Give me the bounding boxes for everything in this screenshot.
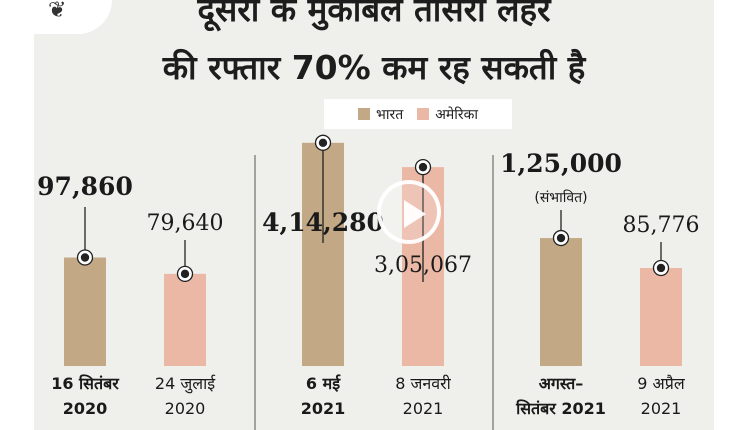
x-tick-label: अगस्त– <box>539 374 584 393</box>
x-tick-label: सितंबर 2021 <box>515 399 606 418</box>
x-tick-label: 2020 <box>165 399 206 418</box>
bar-usa <box>640 267 682 366</box>
data-label: 3,05,067 <box>374 253 472 278</box>
data-label: 79,640 <box>147 211 224 236</box>
legend-item-india: भारत <box>358 105 403 124</box>
x-tick-label: 6 मई <box>306 374 341 393</box>
chart-title-line-2: की रफ्तार 70% कम रह सकती है <box>162 48 586 87</box>
data-label: 97,860 <box>37 172 133 201</box>
legend-label-india: भारत <box>376 106 404 123</box>
marker-dot <box>80 253 90 262</box>
play-icon <box>404 200 426 228</box>
bar-usa <box>164 273 206 366</box>
x-tick-label: 9 अप्रैल <box>637 374 686 393</box>
data-label: 85,776 <box>623 213 700 238</box>
data-sublabel: (संभावित) <box>534 189 587 206</box>
chart-panel: दूसरी के मुकाबले तीसरी लहर ❦ की रफ्तार 7… <box>34 0 714 430</box>
marker-dot <box>418 162 428 172</box>
x-tick-label: 16 सितंबर <box>51 374 120 393</box>
x-tick-label: 2021 <box>301 399 346 418</box>
marker-dot <box>180 269 190 279</box>
data-label: 1,25,000 <box>500 149 622 178</box>
legend-swatch-india <box>358 108 370 120</box>
x-tick-label: 2020 <box>63 399 108 418</box>
data-label: 4,14,280 <box>262 208 384 237</box>
x-tick-label: 2021 <box>641 399 682 418</box>
x-tick-label: 24 जुलाई <box>155 374 216 394</box>
bar-india <box>540 238 582 366</box>
marker-dot <box>556 233 566 243</box>
chart-title-line-1: दूसरी के मुकाबले तीसरी लहर <box>197 0 551 29</box>
play-button[interactable] <box>377 180 441 244</box>
bar-india <box>64 257 106 366</box>
marker-dot <box>318 138 328 147</box>
legend-swatch-usa <box>417 108 430 120</box>
legend-item-usa: अमेरिका <box>417 105 478 124</box>
legend-label-usa: अमेरिका <box>435 106 478 123</box>
x-tick-label: 8 जनवरी <box>395 374 451 393</box>
legend: भारत अमेरिका <box>324 99 512 129</box>
marker-dot <box>656 263 666 273</box>
x-tick-label: 2021 <box>403 399 444 418</box>
bar-chart: 97,860 16 सितंबर 2020 79,640 24 जुलाई 2020 4,1… <box>37 134 700 430</box>
